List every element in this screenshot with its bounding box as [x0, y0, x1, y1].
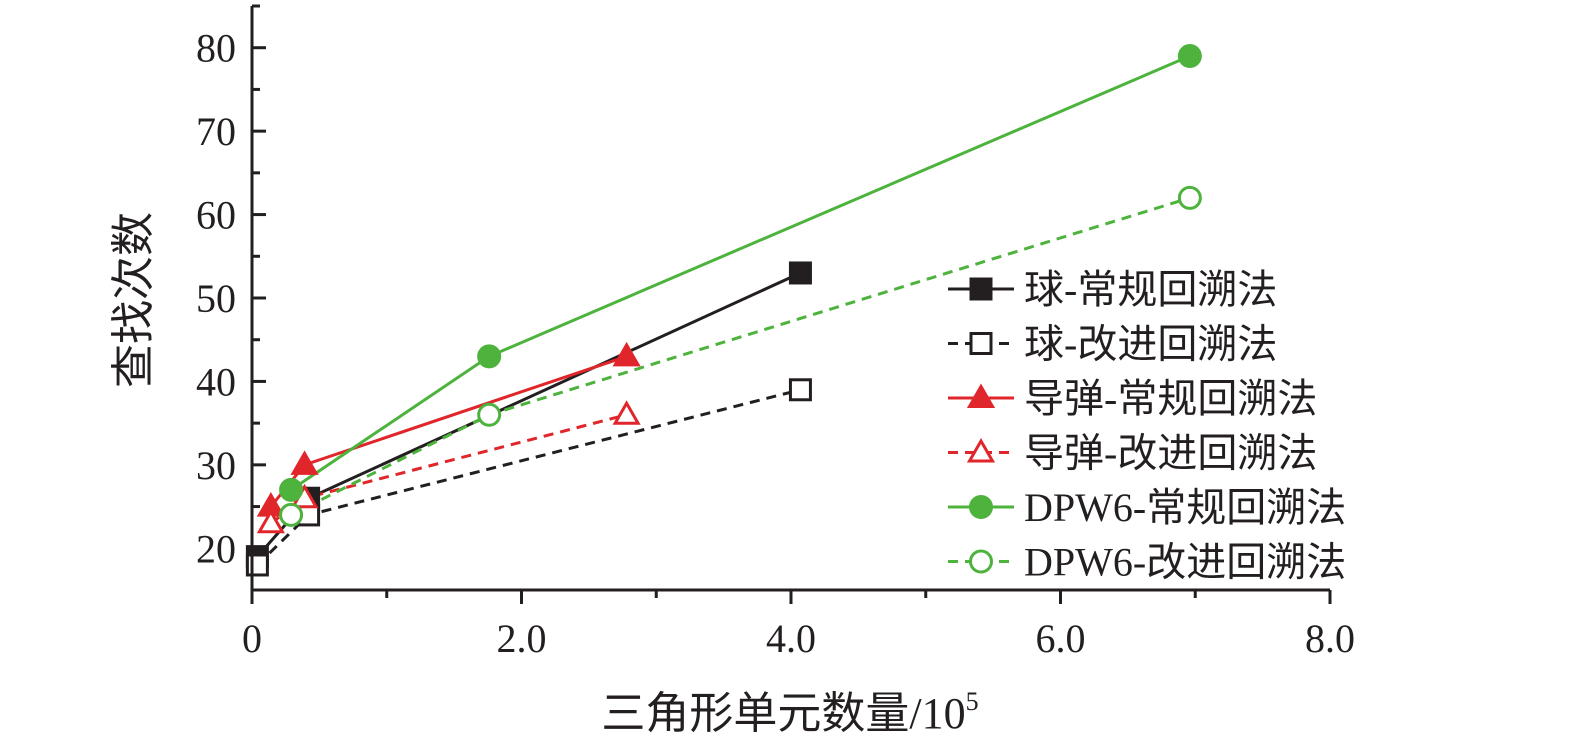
y-tick-label: 30: [196, 443, 236, 488]
data-point: [477, 344, 502, 369]
legend-marker: [969, 495, 993, 519]
series-line: [256, 271, 802, 558]
data-point: [290, 450, 319, 475]
data-point: [279, 477, 304, 502]
x-tick-label: 4.0: [766, 616, 816, 661]
y-tick-label: 40: [196, 359, 236, 404]
plot-area: [245, 44, 1202, 577]
legend-marker: [966, 383, 996, 408]
x-tick-label: 8.0: [1305, 616, 1355, 661]
series-line: [269, 354, 628, 508]
data-point: [788, 378, 812, 402]
legend-label: 球-常规回溯法: [1024, 267, 1277, 312]
data-point: [256, 508, 285, 534]
legend-label: DPW6-改进回溯法: [1024, 540, 1346, 585]
data-point: [279, 502, 304, 527]
y-tick-label: 70: [196, 109, 236, 154]
x-tick-label: 6.0: [1036, 616, 1086, 661]
data-point: [477, 402, 502, 427]
data-point: [612, 341, 641, 367]
x-tick-label: 0: [242, 616, 262, 661]
legend-label: 球-改进回溯法: [1024, 322, 1277, 367]
data-point: [1177, 185, 1202, 210]
y-tick-label: 50: [196, 276, 236, 321]
data-point: [788, 261, 812, 285]
legend-marker: [969, 332, 993, 355]
legend-label: DPW6-常规回溯法: [1024, 485, 1346, 530]
x-axis-title: 三角形单元数量/105: [601, 687, 978, 738]
y-tick-label: 20: [196, 526, 236, 571]
data-point: [245, 553, 269, 577]
x-tick-label: 2.0: [497, 616, 547, 661]
y-axis-title: 查找次数: [109, 212, 158, 388]
x-axis-title-exponent: 5: [966, 687, 979, 716]
legend-label: 导弹-改进回溯法: [1024, 431, 1317, 476]
x-axis-title-text: 三角形单元数量/10: [601, 689, 965, 738]
series-line: [256, 388, 801, 567]
y-tick-label: 60: [196, 193, 236, 238]
legend-marker: [969, 277, 993, 301]
axes: 0 2.0 4.0 6.0 8.0 20 30 40 50 60 70 80: [196, 4, 1355, 661]
legend-marker: [969, 549, 993, 574]
legend-marker: [966, 437, 996, 463]
y-tick-label: 80: [196, 26, 236, 71]
data-point: [612, 400, 641, 425]
legend-label: 导弹-常规回溯法: [1024, 376, 1317, 421]
data-point: [1177, 44, 1202, 69]
